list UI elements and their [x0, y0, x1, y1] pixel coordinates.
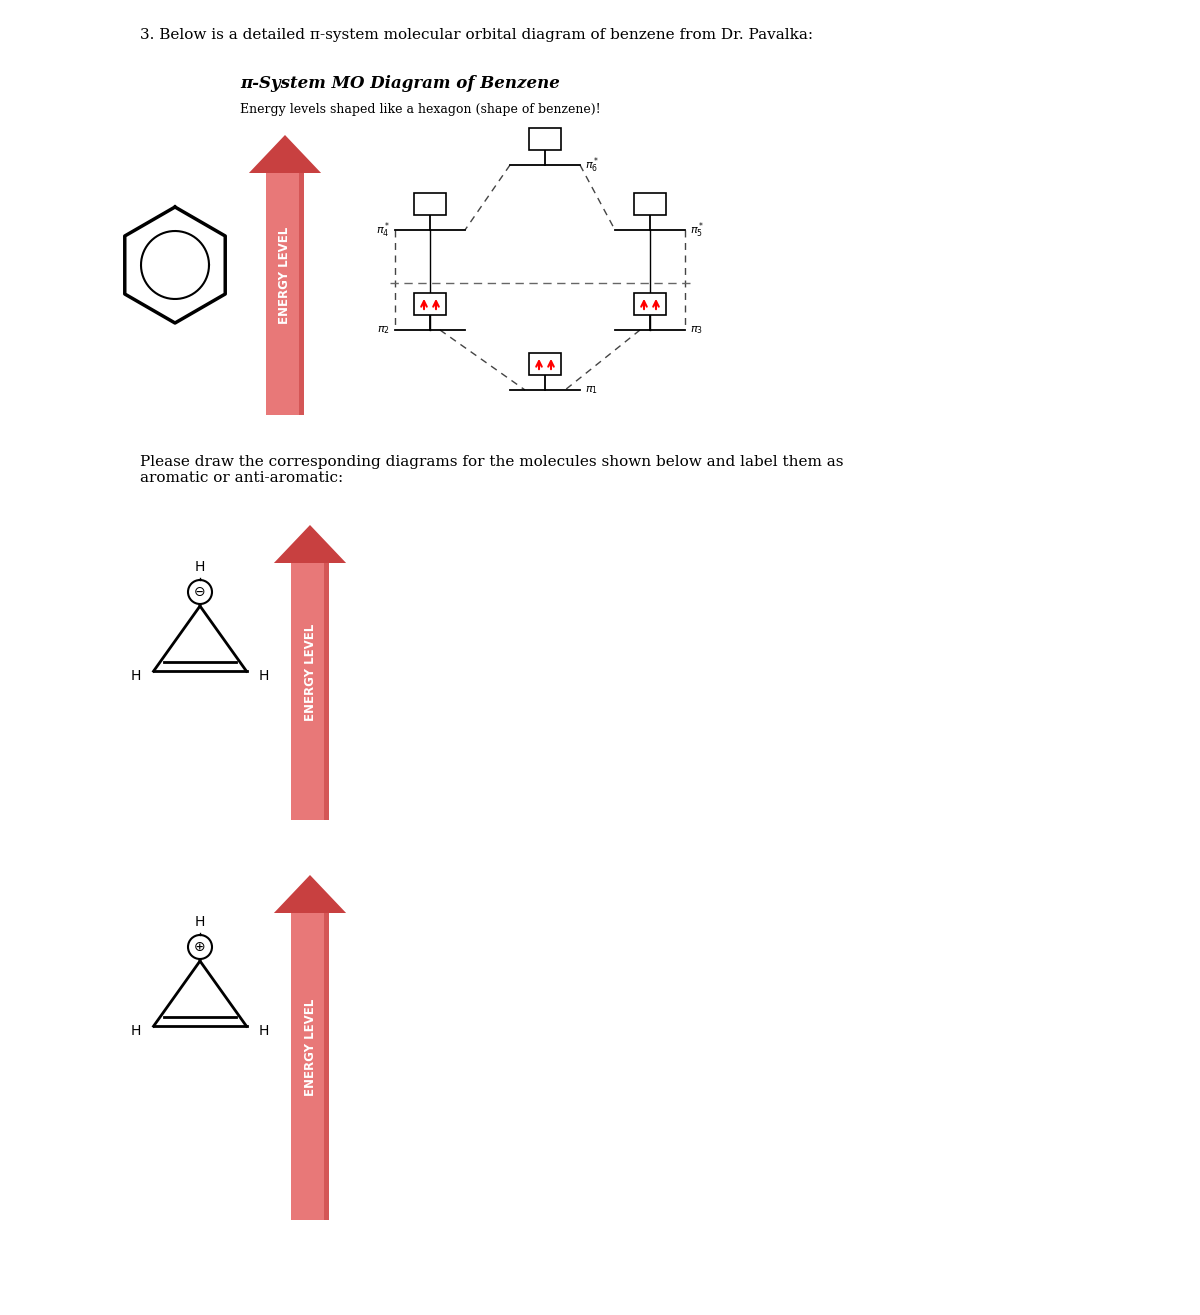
Text: H: H [194, 915, 205, 928]
Text: H: H [258, 669, 269, 684]
Text: ENERGY LEVEL: ENERGY LEVEL [304, 623, 317, 721]
Text: Please draw the corresponding diagrams for the molecules shown below and label t: Please draw the corresponding diagrams f… [140, 455, 844, 485]
Text: ⊖: ⊖ [194, 585, 206, 600]
Text: 3. Below is a detailed π-system molecular orbital diagram of benzene from Dr. Pa: 3. Below is a detailed π-system molecula… [140, 28, 814, 42]
Text: ⊕: ⊕ [194, 940, 206, 953]
Text: $\pi_3$: $\pi_3$ [690, 323, 703, 335]
Text: $\pi^*_4$: $\pi^*_4$ [376, 220, 390, 239]
Text: $\pi_2$: $\pi_2$ [377, 323, 390, 335]
Polygon shape [292, 563, 329, 821]
Polygon shape [324, 913, 329, 1220]
Bar [414, 193, 446, 214]
Polygon shape [324, 563, 329, 821]
Text: H: H [194, 560, 205, 575]
Bar [634, 293, 666, 316]
Bar [529, 128, 562, 150]
Text: Energy levels shaped like a hexagon (shape of benzene)!: Energy levels shaped like a hexagon (sha… [240, 103, 601, 116]
Text: H: H [131, 1024, 142, 1039]
Text: $\pi_1$: $\pi_1$ [586, 384, 598, 396]
Polygon shape [292, 913, 329, 1220]
Bar [529, 352, 562, 375]
Polygon shape [299, 174, 304, 416]
Text: π-System MO Diagram of Benzene: π-System MO Diagram of Benzene [240, 75, 560, 92]
Text: ENERGY LEVEL: ENERGY LEVEL [278, 226, 292, 323]
Polygon shape [274, 874, 346, 913]
Bar [414, 293, 446, 316]
Polygon shape [248, 135, 322, 174]
Text: ENERGY LEVEL: ENERGY LEVEL [304, 999, 317, 1097]
Bar [634, 193, 666, 214]
Polygon shape [274, 525, 346, 563]
Text: H: H [258, 1024, 269, 1039]
Polygon shape [266, 174, 304, 416]
Text: $\pi^*_6$: $\pi^*_6$ [586, 155, 599, 175]
Text: $\pi^*_5$: $\pi^*_5$ [690, 220, 704, 239]
Text: H: H [131, 669, 142, 684]
